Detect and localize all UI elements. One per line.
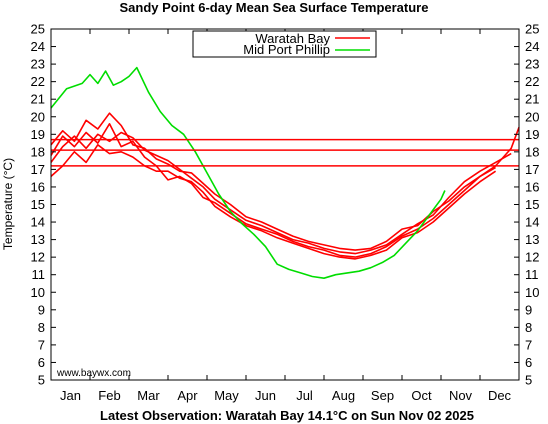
y-tick-label-right: 18 [525, 144, 539, 159]
y-tick-label-right: 8 [525, 320, 532, 335]
legend: Waratah Bay Mid Port Phillip [192, 30, 377, 58]
y-tick-label-right: 24 [525, 39, 539, 54]
y-tick-label-left: 10 [31, 285, 45, 300]
x-tick-label: Sep [371, 388, 394, 403]
y-tick-label-right: 19 [525, 127, 539, 142]
x-tick-label: Nov [449, 388, 473, 403]
y-tick-label-right: 5 [525, 373, 532, 388]
y-tick-label-left: 11 [32, 267, 46, 282]
series-mid-port-phillip-line-0 [50, 66, 446, 280]
y-tick-label-right: 15 [525, 197, 539, 212]
y-tick-label-right: 25 [525, 22, 539, 37]
y-tick-label-left: 16 [31, 179, 45, 194]
y-tick-label-left: 8 [38, 320, 45, 335]
x-tick-label: Apr [177, 388, 198, 403]
y-tick-label-left: 14 [31, 215, 45, 230]
axis-ticks: 5 5 6 6 7 7 8 8 9 9 10 10 11 11 12 12 13 13 14 14 15 15 16 16 17… [31, 22, 540, 404]
y-tick-label-right: 22 [525, 74, 539, 89]
y-tick-label-right: 10 [525, 285, 539, 300]
y-tick-label-left: 23 [31, 57, 45, 72]
y-tick-label-left: 25 [31, 22, 45, 37]
y-tick-label-right: 9 [525, 302, 532, 317]
y-tick-label-right: 23 [525, 57, 539, 72]
x-tick-label: May [214, 388, 239, 403]
footer-latest-observation: Latest Observation: Waratah Bay 14.1°C o… [100, 408, 474, 423]
legend-box [192, 30, 377, 58]
y-tick-label-left: 17 [31, 162, 45, 177]
y-tick-label-right: 17 [525, 162, 539, 177]
y-tick-label-left: 5 [38, 373, 45, 388]
x-tick-label: Aug [332, 388, 355, 403]
legend-label-waratah-bay: Waratah Bay [255, 31, 330, 46]
y-tick-label-left: 21 [31, 92, 45, 107]
y-tick-label-right: 12 [525, 250, 539, 265]
y-tick-label-right: 7 [525, 337, 532, 352]
y-tick-label-left: 22 [31, 74, 45, 89]
x-tick-label: Jan [60, 388, 81, 403]
y-tick-label-left: 9 [38, 302, 45, 317]
y-tick-label-right: 20 [525, 109, 539, 124]
y-tick-label-left: 24 [31, 39, 45, 54]
y-tick-label-right: 6 [525, 355, 532, 370]
y-tick-label-left: 15 [31, 197, 45, 212]
chart-title: Sandy Point 6-day Mean Sea Surface Tempe… [120, 0, 429, 15]
x-tick-label: Jul [296, 388, 313, 403]
y-tick-label-left: 20 [31, 109, 45, 124]
y-tick-label-right: 13 [525, 232, 539, 247]
y-tick-label-left: 13 [31, 232, 45, 247]
y-tick-label-right: 16 [525, 179, 539, 194]
legend-label-mid-port-phillip: Mid Port Phillip [243, 42, 330, 57]
series-waratah-bay-line-0 [50, 112, 496, 251]
y-tick-label-right: 11 [525, 267, 539, 282]
watermark: www.baywx.com [56, 368, 131, 379]
reference-lines [51, 138, 519, 167]
x-tick-label: Mar [137, 388, 160, 403]
x-tick-label: Oct [411, 388, 432, 403]
plot-lines [50, 66, 520, 280]
y-tick-label-left: 18 [31, 144, 45, 159]
x-tick-label: Feb [98, 388, 120, 403]
y-axis-label: Temperature (°C) [1, 158, 15, 250]
x-tick-label: Dec [488, 388, 512, 403]
y-tick-label-left: 19 [31, 127, 45, 142]
y-tick-label-right: 14 [525, 215, 539, 230]
series-waratah-bay-line-3 [50, 123, 520, 258]
y-tick-label-left: 7 [38, 337, 45, 352]
x-tick-label: Jun [255, 388, 276, 403]
y-tick-label-left: 12 [31, 250, 45, 265]
series-waratah-bay-line-2 [50, 144, 497, 260]
y-tick-label-left: 6 [38, 355, 45, 370]
y-tick-label-right: 21 [525, 92, 539, 107]
